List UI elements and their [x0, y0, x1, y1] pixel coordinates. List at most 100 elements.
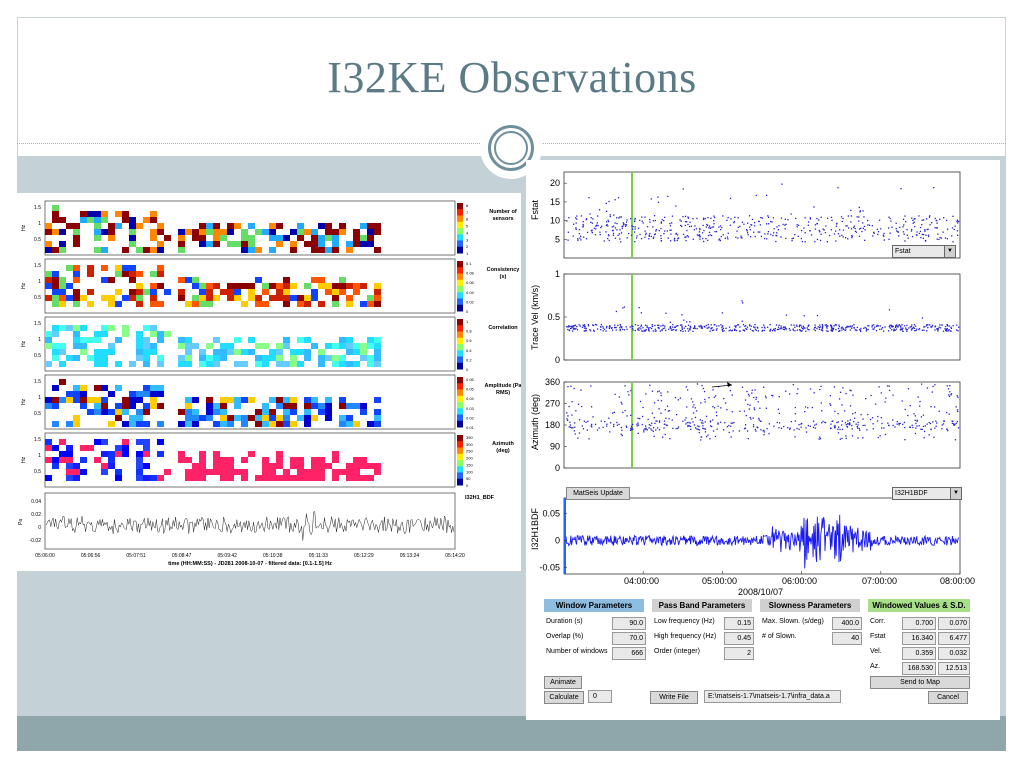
data-point: [913, 324, 916, 326]
write-file-button[interactable]: Write File: [650, 691, 698, 704]
spectral-cell: [115, 469, 122, 475]
data-point: [826, 330, 828, 332]
spectral-cell: [297, 349, 304, 355]
overlap-field[interactable]: 70.0: [612, 632, 646, 645]
data-point: [688, 421, 690, 424]
spectral-cell: [297, 415, 304, 421]
data-point: [641, 220, 643, 222]
send-to-map-button[interactable]: Send to Map: [870, 676, 970, 689]
spectral-cell: [45, 295, 52, 301]
data-point: [842, 236, 844, 238]
matseis-update-button[interactable]: MatSeis Update: [566, 487, 630, 500]
spectral-cell: [45, 439, 52, 445]
low-freq-field[interactable]: 0.15: [724, 617, 754, 630]
spectral-cell: [199, 301, 206, 307]
spectral-cell: [115, 385, 122, 391]
trace-y-tick: 0.02: [31, 512, 41, 518]
channel-dropdown[interactable]: I32H1BDF ▼: [892, 487, 962, 500]
data-point: [866, 429, 868, 431]
spectral-cell: [199, 355, 206, 361]
data-point: [746, 430, 749, 432]
data-point: [839, 438, 841, 440]
data-point: [608, 327, 610, 329]
spectral-cell: [248, 241, 255, 247]
spectral-cell: [73, 271, 80, 277]
data-point: [807, 324, 810, 327]
data-point: [670, 327, 672, 330]
max-slowness-field[interactable]: 400.0: [832, 617, 862, 630]
data-point: [801, 326, 803, 328]
spectral-cell: [269, 415, 276, 421]
spectral-cell: [178, 337, 185, 343]
data-point: [665, 312, 667, 314]
y-tick-label: 1: [38, 279, 41, 285]
cancel-button[interactable]: Cancel: [928, 691, 968, 704]
data-point: [913, 218, 915, 220]
data-point: [839, 235, 841, 237]
spectral-cell: [66, 463, 73, 469]
data-point: [918, 425, 920, 427]
spectral-cell: [115, 409, 122, 415]
spectral-cell: [178, 235, 185, 241]
file-path-field[interactable]: E:\matseis-1.7\matseis-1.7\infra_data.a: [704, 690, 841, 703]
data-point: [868, 224, 871, 226]
spectral-cell: [192, 475, 199, 481]
data-point: [956, 395, 958, 397]
data-point: [820, 233, 822, 235]
spectral-cell: [129, 421, 136, 427]
fstat-dropdown[interactable]: Fstat ▼: [892, 245, 956, 258]
data-point: [664, 230, 666, 232]
spectral-cell: [290, 397, 297, 403]
data-point: [842, 387, 844, 389]
order-field[interactable]: 2: [724, 647, 754, 660]
spectral-cell: [283, 295, 290, 301]
data-point: [763, 431, 766, 433]
high-freq-field[interactable]: 0.45: [724, 632, 754, 645]
spectral-cell: [87, 265, 94, 271]
data-point: [744, 399, 747, 401]
chevron-down-icon[interactable]: ▼: [950, 488, 961, 499]
data-point: [676, 234, 679, 236]
spectral-cell: [206, 469, 213, 475]
data-point: [590, 425, 592, 427]
num-windows-field[interactable]: 666: [612, 647, 646, 660]
data-point: [708, 225, 711, 227]
colorbar-segment: [457, 435, 463, 442]
data-point: [621, 434, 623, 437]
data-point: [761, 217, 763, 219]
spectral-cell: [122, 421, 129, 427]
spectral-cell: [339, 223, 346, 229]
spectral-cell: [52, 217, 59, 223]
spectral-cell: [192, 397, 199, 403]
data-point: [860, 413, 862, 416]
data-point: [689, 325, 691, 327]
duration-field[interactable]: 90.0: [612, 617, 646, 630]
chevron-down-icon[interactable]: ▼: [944, 246, 955, 257]
x-axis-label: time (HH:MM:SS) - JD281 2008-10-07 - fil…: [168, 561, 332, 567]
calculate-button[interactable]: Calculate: [544, 691, 584, 704]
data-point: [851, 235, 853, 237]
spectral-cell: [94, 457, 101, 463]
spectral-cell: [227, 295, 234, 301]
spectral-cell: [234, 337, 241, 343]
data-point: [772, 217, 775, 219]
data-point: [916, 420, 918, 422]
data-point: [904, 215, 906, 217]
data-point: [825, 225, 827, 227]
data-point: [720, 407, 722, 409]
spectral-cell: [59, 397, 66, 403]
num-slowness-field[interactable]: 40: [832, 632, 862, 645]
data-point: [804, 411, 806, 413]
data-point: [930, 326, 932, 328]
data-point: [635, 237, 638, 239]
spectral-cell: [374, 337, 381, 343]
data-point: [615, 329, 617, 331]
data-point: [679, 324, 682, 326]
data-point: [677, 399, 679, 401]
data-point: [583, 420, 585, 422]
data-point: [726, 219, 728, 221]
data-point: [754, 222, 756, 224]
data-point: [763, 326, 766, 328]
spectral-cell: [353, 235, 360, 241]
animate-button[interactable]: Animate: [544, 676, 582, 689]
